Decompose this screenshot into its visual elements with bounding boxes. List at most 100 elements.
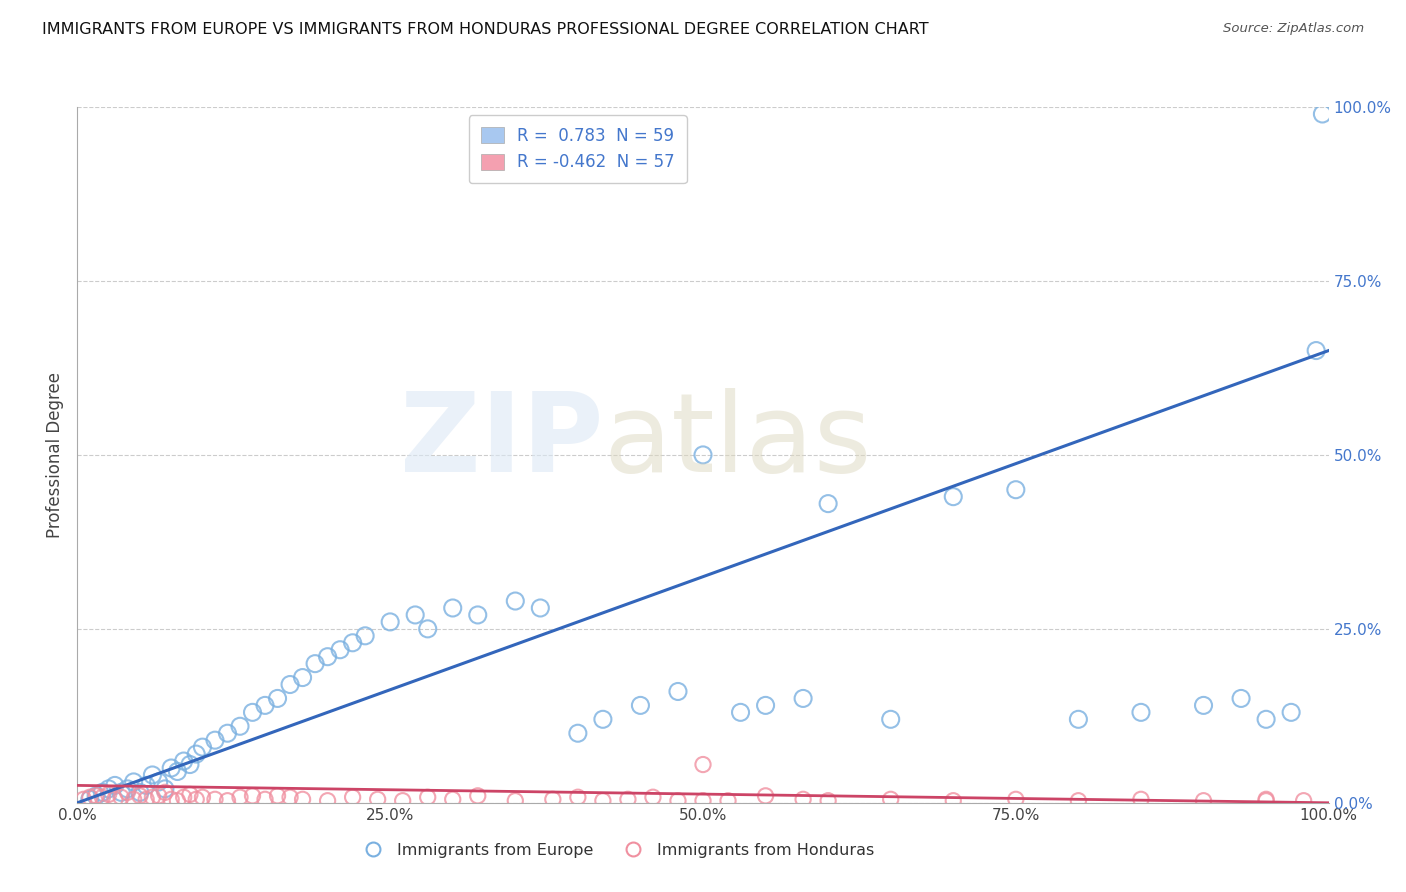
Point <box>342 636 364 650</box>
Y-axis label: Professional Degree: Professional Degree <box>46 372 65 538</box>
Point <box>91 790 114 805</box>
Point <box>291 671 314 685</box>
Point <box>880 712 903 726</box>
Point <box>179 788 201 802</box>
Point <box>1192 698 1215 713</box>
Point <box>692 794 714 808</box>
Point <box>1256 794 1278 808</box>
Point <box>630 698 652 713</box>
Point <box>329 642 352 657</box>
Point <box>148 789 170 803</box>
Point <box>1279 706 1302 720</box>
Point <box>692 757 714 772</box>
Point <box>291 792 314 806</box>
Point <box>191 790 214 805</box>
Point <box>191 740 214 755</box>
Point <box>592 794 614 808</box>
Point <box>148 775 170 789</box>
Point <box>166 794 188 808</box>
Point <box>135 792 157 806</box>
Point <box>592 712 614 726</box>
Point <box>1067 712 1090 726</box>
Point <box>266 691 288 706</box>
Point <box>97 788 120 802</box>
Point <box>567 726 589 740</box>
Point <box>342 790 364 805</box>
Point <box>79 792 101 806</box>
Point <box>730 706 752 720</box>
Point <box>72 792 94 806</box>
Point <box>755 698 778 713</box>
Point <box>666 794 689 808</box>
Point <box>173 754 195 768</box>
Point <box>617 792 640 806</box>
Point <box>692 448 714 462</box>
Point <box>942 490 965 504</box>
Text: atlas: atlas <box>603 387 872 494</box>
Point <box>153 785 176 799</box>
Point <box>229 790 252 805</box>
Point <box>242 706 264 720</box>
Point <box>880 792 903 806</box>
Point <box>817 794 839 808</box>
Point <box>254 792 277 806</box>
Point <box>755 789 778 803</box>
Point <box>380 615 402 629</box>
Point <box>1256 792 1278 806</box>
Point <box>1305 343 1327 358</box>
Point <box>104 792 127 806</box>
Point <box>141 768 163 782</box>
Point <box>416 790 439 805</box>
Point <box>266 789 288 803</box>
Point <box>1067 794 1090 808</box>
Point <box>354 629 377 643</box>
Point <box>441 792 464 806</box>
Point <box>1005 792 1028 806</box>
Point <box>367 792 389 806</box>
Point <box>254 698 277 713</box>
Point <box>91 785 114 799</box>
Point <box>1230 691 1253 706</box>
Point <box>1256 712 1278 726</box>
Point <box>391 794 413 808</box>
Point <box>242 789 264 803</box>
Point <box>186 747 208 761</box>
Point <box>186 792 208 806</box>
Point <box>278 790 301 805</box>
Point <box>129 789 152 803</box>
Point <box>84 789 107 803</box>
Point <box>1292 794 1315 808</box>
Point <box>278 677 301 691</box>
Point <box>160 761 183 775</box>
Point <box>153 781 176 796</box>
Point <box>304 657 326 671</box>
Point <box>404 607 426 622</box>
Point <box>316 649 339 664</box>
Point <box>467 607 489 622</box>
Point <box>217 794 239 808</box>
Point <box>666 684 689 698</box>
Point <box>1192 794 1215 808</box>
Point <box>316 794 339 808</box>
Point <box>84 789 107 803</box>
Point <box>717 794 740 808</box>
Point <box>1130 706 1153 720</box>
Point <box>135 778 157 792</box>
Point <box>942 794 965 808</box>
Point <box>110 790 132 805</box>
Point <box>541 792 564 806</box>
Point <box>122 792 145 806</box>
Legend: Immigrants from Europe, Immigrants from Honduras: Immigrants from Europe, Immigrants from … <box>350 837 880 864</box>
Point <box>141 790 163 805</box>
Point <box>529 601 551 615</box>
Text: Source: ZipAtlas.com: Source: ZipAtlas.com <box>1223 22 1364 36</box>
Point <box>217 726 239 740</box>
Point <box>166 764 188 779</box>
Point <box>179 757 201 772</box>
Point <box>416 622 439 636</box>
Point <box>567 790 589 805</box>
Point <box>79 790 101 805</box>
Point <box>117 781 139 796</box>
Point <box>1005 483 1028 497</box>
Point <box>817 497 839 511</box>
